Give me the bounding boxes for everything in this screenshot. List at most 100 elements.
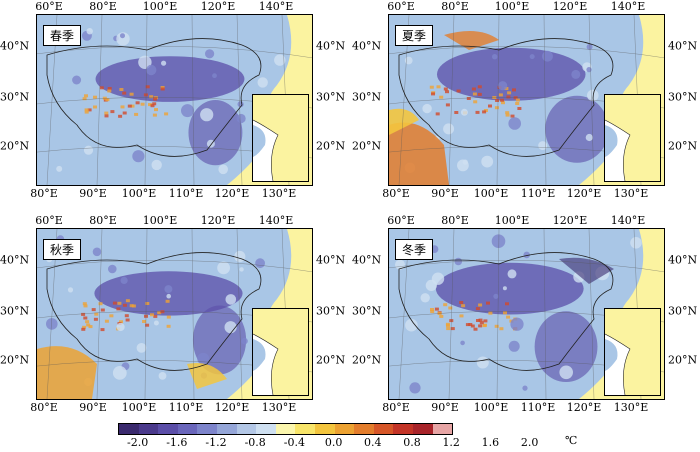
bottom-lon-label: 100°E	[121, 401, 157, 414]
top-lon-label: 120°E	[200, 0, 236, 13]
colorbar-segment	[412, 424, 433, 434]
map-panel-autumn: 秋季 60°E 80°E 100°E 120°E 140°E 80°E 90°E 100°E 1…	[0, 214, 348, 426]
colorbar	[118, 423, 454, 435]
bottom-lon-label: 90°E	[431, 401, 459, 414]
top-lon-label: 120°E	[552, 0, 588, 13]
bottom-lon-label: 80°E	[30, 187, 58, 200]
left-lat-label: 40°N	[352, 253, 382, 267]
bottom-lon-label: 110°E	[520, 187, 556, 200]
season-label: 春季	[43, 25, 82, 46]
colorbar-segment	[275, 424, 296, 434]
map-frame: 冬季	[388, 228, 665, 400]
left-lat-label: 20°N	[352, 139, 382, 153]
map-panel-winter: 冬季 60°E 80°E 100°E 120°E 140°E 80°E 90°E 100°E 1…	[352, 214, 700, 426]
left-lat-label: 20°N	[0, 139, 30, 153]
bottom-lon-label: 110°E	[168, 187, 204, 200]
bottom-lon-label: 120°E	[566, 187, 602, 200]
top-lon-label: 140°E	[610, 214, 646, 227]
south-china-sea-inset	[252, 308, 309, 396]
colorbar-tick-label: 0.8	[403, 436, 421, 449]
colorbar-tick-label: 0.0	[324, 436, 343, 449]
top-lon-label: 140°E	[258, 214, 294, 227]
top-lon-label: 60°E	[387, 0, 415, 13]
bottom-lon-label: 90°E	[79, 401, 107, 414]
top-lon-label: 120°E	[552, 214, 588, 227]
south-china-sea-inset	[604, 94, 661, 182]
colorbar-segment	[432, 424, 453, 434]
right-lat-label: 40°N	[316, 39, 346, 53]
colorbar-segment	[393, 424, 413, 434]
left-lat-label: 30°N	[352, 90, 382, 104]
map-panel-summer: 夏季 60°E 80°E 100°E 120°E 140°E 80°E 90°E 100°E 1…	[352, 0, 700, 212]
bottom-lon-label: 100°E	[121, 187, 157, 200]
bottom-lon-label: 110°E	[520, 401, 556, 414]
colorbar-segment	[119, 424, 139, 434]
bottom-lon-label: 130°E	[261, 401, 297, 414]
right-lat-label: 40°N	[316, 253, 346, 267]
bottom-lon-label: 130°E	[613, 401, 649, 414]
map-panel-spring: 春季 60°E 80°E 100°E 120°E 140°E 80°E 90°E 100°E 1…	[0, 0, 348, 212]
colorbar-tick-label: 1.6	[481, 436, 500, 449]
top-lon-label: 100°E	[494, 214, 530, 227]
right-lat-label: 40°N	[668, 39, 698, 53]
bottom-lon-label: 90°E	[431, 187, 459, 200]
map-frame: 秋季	[36, 228, 313, 400]
top-lon-label: 100°E	[142, 214, 178, 227]
colorbar-segment	[354, 424, 374, 434]
colorbar-segment	[197, 424, 217, 434]
bottom-lon-label: 80°E	[382, 401, 410, 414]
bottom-lon-label: 80°E	[382, 187, 410, 200]
right-lat-label: 20°N	[316, 353, 346, 367]
top-lon-label: 80°E	[441, 214, 469, 227]
south-china-sea-inset	[252, 94, 309, 182]
colorbar-segment	[295, 424, 315, 434]
top-lon-label: 100°E	[142, 0, 178, 13]
right-lat-label: 30°N	[668, 304, 698, 318]
bottom-lon-label: 120°E	[566, 401, 602, 414]
bottom-lon-label: 120°E	[214, 187, 250, 200]
bottom-lon-label: 90°E	[79, 187, 107, 200]
left-lat-label: 20°N	[352, 353, 382, 367]
colorbar-segment	[373, 424, 394, 434]
colorbar-tick-label: -1.2	[205, 436, 227, 449]
colorbar-segment	[314, 424, 335, 434]
colorbar-segment	[236, 424, 257, 434]
season-label: 夏季	[395, 25, 434, 46]
bottom-lon-label: 100°E	[473, 187, 509, 200]
top-lon-label: 60°E	[387, 214, 415, 227]
top-lon-label: 140°E	[258, 0, 294, 13]
top-lon-label: 120°E	[200, 214, 236, 227]
left-lat-label: 30°N	[352, 304, 382, 318]
top-lon-label: 140°E	[610, 0, 646, 13]
right-lat-label: 20°N	[668, 353, 698, 367]
map-frame: 夏季	[388, 14, 665, 186]
season-label: 秋季	[43, 239, 82, 260]
colorbar-tick-label: -1.6	[166, 436, 188, 449]
colorbar-segment	[138, 424, 159, 434]
top-lon-label: 80°E	[441, 0, 469, 13]
colorbar-segment	[177, 424, 198, 434]
colorbar-segment	[216, 424, 237, 434]
bottom-lon-label: 100°E	[473, 401, 509, 414]
bottom-lon-label: 130°E	[261, 187, 297, 200]
colorbar-segment	[256, 424, 276, 434]
left-lat-label: 40°N	[352, 39, 382, 53]
map-frame: 春季	[36, 14, 313, 186]
bottom-lon-label: 120°E	[214, 401, 250, 414]
left-lat-label: 20°N	[0, 353, 30, 367]
colorbar-tick-label: 1.2	[442, 436, 460, 449]
right-lat-label: 20°N	[316, 139, 346, 153]
colorbar-tick-label: -0.8	[244, 436, 266, 449]
bottom-lon-label: 130°E	[613, 187, 649, 200]
colorbar-tick-label: 2.0	[520, 436, 539, 449]
top-lon-label: 60°E	[35, 214, 63, 227]
right-lat-label: 40°N	[668, 253, 698, 267]
left-lat-label: 30°N	[0, 90, 30, 104]
top-lon-label: 60°E	[35, 0, 63, 13]
right-lat-label: 20°N	[668, 139, 698, 153]
colorbar-tick-label: -2.0	[126, 436, 149, 449]
left-lat-label: 30°N	[0, 304, 30, 318]
top-lon-label: 80°E	[89, 214, 117, 227]
bottom-lon-label: 110°E	[168, 401, 204, 414]
colorbar-tick-label: 0.4	[364, 436, 382, 449]
